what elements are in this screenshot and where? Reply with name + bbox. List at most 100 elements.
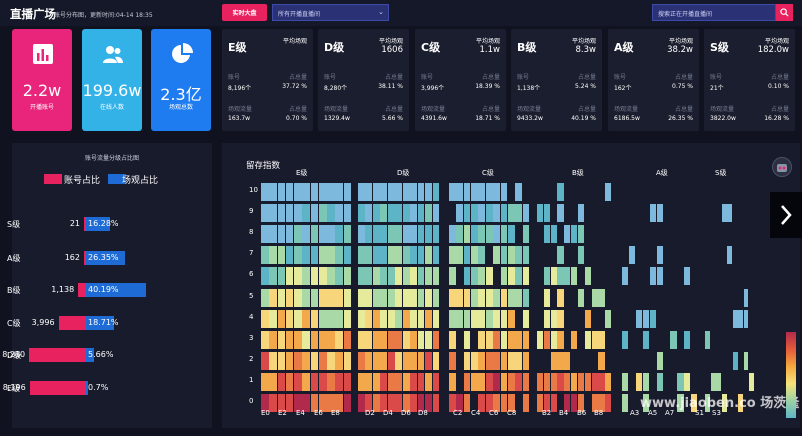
heatmap-cell — [387, 351, 395, 370]
heatmap-cell — [493, 394, 500, 412]
flow-value: 163.7w — [228, 115, 251, 122]
heatmap-cell — [395, 246, 403, 265]
avatar[interactable] — [772, 157, 792, 177]
heatmap-col-label: E0 — [261, 409, 270, 417]
heatmap-cell — [395, 351, 403, 370]
heatmap-cell — [402, 372, 410, 391]
heatmap-cell — [310, 225, 319, 244]
heatmap-cell — [598, 351, 605, 370]
heatmap-cell — [277, 267, 286, 286]
heatmap-cell — [372, 246, 380, 265]
heatmap-cell — [432, 204, 440, 223]
heatmap-cell — [738, 309, 744, 328]
heatmap-col-label: S1 — [695, 409, 704, 417]
heatmap-cell — [543, 204, 551, 223]
heatmap-grade-label: S级 — [715, 169, 727, 177]
heatmap-cell — [380, 288, 388, 307]
heatmap-cell — [493, 288, 500, 307]
flow-value: 1329.4w — [324, 115, 350, 122]
flow-share-label: 占总量 — [288, 106, 307, 113]
heatmap-cell — [743, 351, 749, 370]
heatmap-cell — [515, 288, 523, 307]
heatmap-cell — [550, 330, 557, 349]
heatmap-cell — [493, 330, 500, 349]
heatmap-cell — [269, 183, 277, 201]
heatmap-cell — [649, 309, 656, 328]
heatmap-cell — [500, 204, 508, 223]
heatmap-cell — [577, 288, 585, 307]
account-count: 21 — [69, 219, 80, 228]
heatmap-cell — [507, 204, 515, 223]
heatmap-cell — [537, 372, 544, 391]
heatmap-cell — [515, 183, 523, 201]
heatmap-cell — [550, 394, 557, 412]
heatmap-cell — [432, 351, 440, 370]
heatmap-cell — [343, 309, 352, 328]
heatmap-cell — [365, 204, 373, 223]
heatmap-cell — [365, 246, 373, 265]
heatmap-cell — [584, 372, 591, 391]
heatmap-cell — [261, 309, 269, 328]
avg-view-label: 平均场观 — [571, 38, 596, 45]
heatmap-cell — [395, 372, 403, 391]
realtime-button[interactable]: 实时大盘 — [222, 4, 267, 21]
search-button[interactable] — [776, 4, 793, 21]
page-title: 直播广场 — [10, 7, 56, 21]
heatmap-grade-label: E级 — [296, 169, 308, 177]
heatmap-cell — [432, 225, 440, 244]
bar-chart-icon — [33, 44, 53, 64]
heatmap-cell — [485, 225, 493, 244]
heatmap-cell — [449, 394, 456, 412]
heatmap-cell — [277, 225, 286, 244]
kpi-value: 2.2w — [22, 81, 62, 100]
heatmap-cell — [402, 183, 410, 201]
legend-flow-swatch — [108, 174, 126, 184]
heatmap-cell — [522, 267, 530, 286]
heatmap-title: 留存指数 — [246, 161, 281, 171]
heatmap-cell — [449, 225, 456, 244]
heatmap-cell — [327, 267, 335, 286]
heatmap-cell — [261, 288, 269, 307]
heatmap-cell — [485, 204, 493, 223]
heatmap-cell — [365, 288, 373, 307]
account-share-value: 0.10 % — [768, 83, 789, 90]
heatmap-cell — [557, 267, 564, 286]
heatmap-cell — [302, 351, 311, 370]
heatmap-cell — [577, 225, 585, 244]
heatmap-cell — [343, 225, 352, 244]
heatmap-cell — [335, 394, 344, 412]
heatmap-cell — [277, 183, 286, 201]
heatmap-cell — [500, 267, 508, 286]
grade-name: A级 — [614, 41, 634, 54]
heatmap-cell — [571, 394, 578, 412]
heatmap-cell — [500, 330, 508, 349]
heatmap-cell — [500, 309, 508, 328]
heatmap-cell — [395, 330, 403, 349]
heatmap-cell — [500, 288, 508, 307]
account-share-value: 18.39 % — [475, 83, 500, 90]
heatmap-cell — [522, 204, 530, 223]
heatmap-col-label: D8 — [418, 409, 428, 417]
heatmap-cell — [515, 372, 523, 391]
heatmap-cell — [417, 394, 425, 412]
heatmap-cell — [294, 288, 302, 307]
heatmap-cell — [425, 309, 432, 328]
room-select[interactable]: 所有开播直播间 ⌄ — [272, 4, 389, 21]
heatmap-cell — [485, 372, 493, 391]
next-arrow-button[interactable] — [770, 192, 802, 238]
heatmap-cell — [649, 267, 656, 286]
heatmap-col-label: D4 — [383, 409, 393, 417]
grade-name: D级 — [324, 41, 345, 54]
watermark: www.jiaoben.co 场茨隆 — [640, 396, 800, 411]
kpi-label: 场观总数 — [168, 104, 193, 111]
heatmap-row-label: 10 — [249, 186, 258, 194]
search-input[interactable]: 搜索正在开播直播间 — [652, 4, 776, 21]
heatmap-cell — [493, 225, 500, 244]
heatmap-cell — [410, 288, 418, 307]
flow-label: 场观流量 — [614, 106, 639, 113]
heatmap-cell — [372, 309, 380, 328]
heatmap-cell — [493, 309, 500, 328]
heatmap-cell — [449, 288, 456, 307]
flow-share-value: 0.70 % — [286, 115, 307, 122]
heatmap-cell — [302, 309, 311, 328]
